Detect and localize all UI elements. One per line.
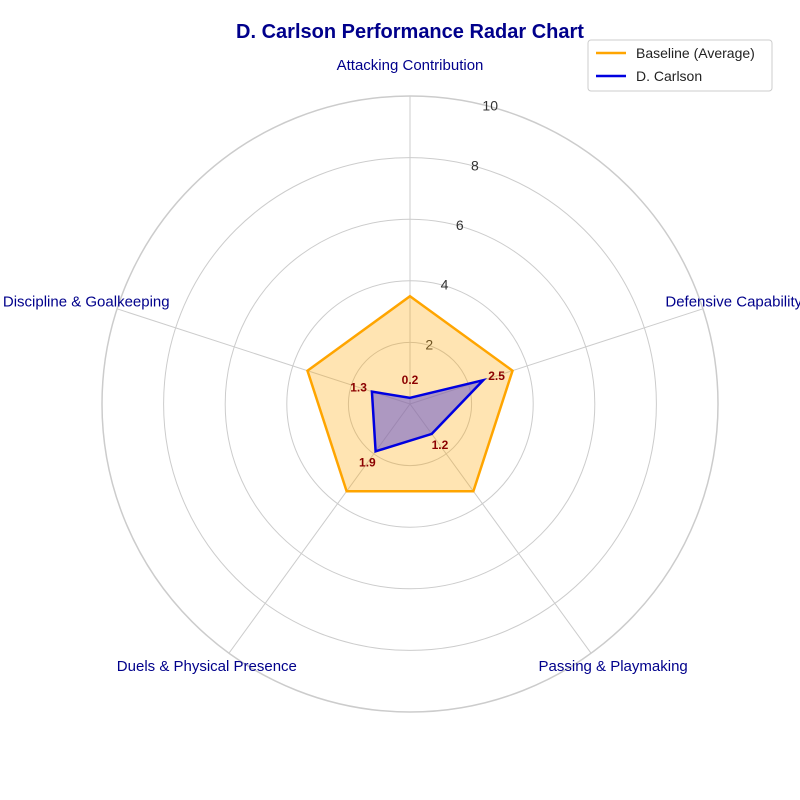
radar-grid: 2 4 6 8 10 bbox=[101, 95, 719, 713]
r-tick-label: 8 bbox=[471, 157, 479, 173]
r-tick-label: 2 bbox=[425, 336, 433, 352]
data-label-4: 1.3 bbox=[350, 380, 367, 394]
data-label-2: 1.2 bbox=[432, 438, 449, 452]
chart-title: D. Carlson Performance Radar Chart bbox=[236, 21, 584, 43]
series-line-0 bbox=[306, 294, 514, 493]
data-label-1: 2.5 bbox=[488, 369, 505, 383]
series-line-1 bbox=[370, 377, 488, 454]
spoke-4 bbox=[116, 308, 411, 405]
r-tick-label: 10 bbox=[482, 98, 498, 114]
legend: Baseline (Average) D. Carlson bbox=[587, 39, 773, 92]
r-tick-label: 6 bbox=[456, 217, 464, 233]
r-tick-label: 4 bbox=[441, 277, 449, 293]
category-label-4: Discipline & Goalkeeping bbox=[3, 293, 170, 310]
series-fill-0 bbox=[307, 296, 513, 492]
legend-box bbox=[587, 39, 773, 92]
labels-layer: Attacking Contribution Defensive Capabili… bbox=[3, 57, 800, 675]
data-label-0: 0.2 bbox=[402, 373, 419, 387]
legend-label-carlson: D. Carlson bbox=[636, 68, 702, 84]
data-label-3: 1.9 bbox=[359, 456, 376, 470]
category-label-1: Defensive Capability bbox=[665, 293, 800, 310]
category-label-2: Passing & Playmaking bbox=[539, 658, 688, 675]
legend-label-baseline: Baseline (Average) bbox=[636, 45, 755, 61]
series-fill-1 bbox=[371, 380, 484, 452]
spoke-2 bbox=[409, 403, 592, 654]
series-layer bbox=[306, 294, 514, 493]
category-label-3: Duels & Physical Presence bbox=[117, 658, 297, 675]
category-label-0: Attacking Contribution bbox=[337, 57, 484, 74]
